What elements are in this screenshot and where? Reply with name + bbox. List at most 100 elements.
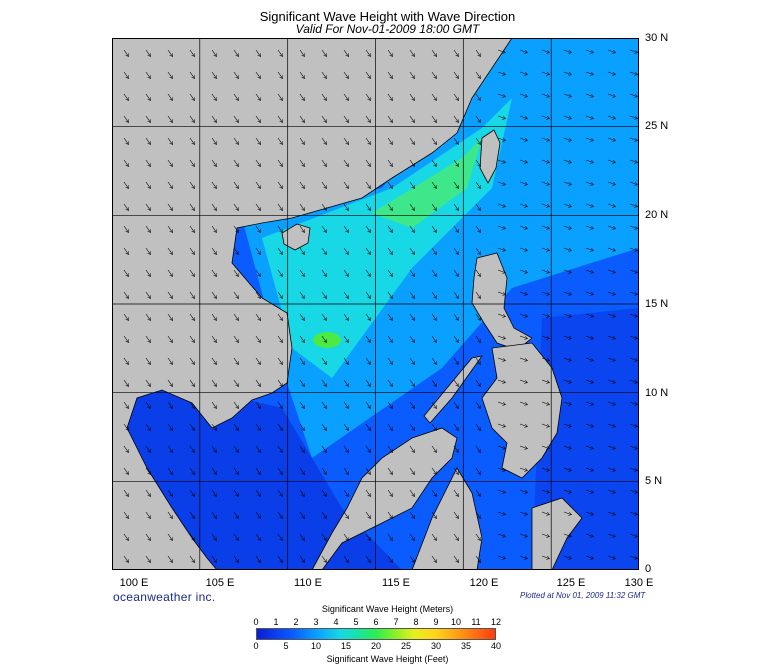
wave-arrow bbox=[123, 423, 129, 431]
wave-arrow bbox=[189, 467, 195, 475]
wave-arrow bbox=[629, 467, 638, 471]
wave-arrow bbox=[123, 225, 129, 233]
wave-arrow bbox=[563, 181, 572, 185]
wave-arrow bbox=[189, 445, 195, 453]
wave-arrow bbox=[519, 357, 528, 361]
wave-arrow bbox=[365, 313, 371, 321]
wave-arrow bbox=[475, 313, 481, 321]
wave-arrow bbox=[475, 379, 481, 387]
wave-arrow bbox=[299, 489, 305, 497]
wave-arrow bbox=[365, 379, 371, 387]
feet-tick: 40 bbox=[490, 641, 502, 651]
wave-arrow bbox=[145, 335, 151, 343]
wave-arrow bbox=[585, 357, 594, 361]
wave-arrow bbox=[343, 291, 349, 299]
wave-arrow bbox=[343, 137, 349, 145]
wave-arrow bbox=[387, 467, 393, 475]
wave-arrow bbox=[211, 269, 217, 277]
wave-arrow bbox=[409, 379, 415, 387]
feet-tick: 5 bbox=[283, 641, 289, 651]
wave-arrow bbox=[475, 555, 481, 563]
wave-arrow bbox=[541, 225, 550, 229]
plotted-timestamp: Plotted at Nov 01, 2009 11:32 GMT bbox=[520, 591, 646, 600]
wave-arrow bbox=[255, 379, 261, 387]
wave-arrow bbox=[629, 203, 638, 207]
wave-arrow bbox=[145, 401, 151, 409]
wave-arrow bbox=[167, 247, 173, 255]
wave-arrow bbox=[343, 247, 349, 255]
wave-arrow bbox=[233, 225, 239, 233]
wave-arrow bbox=[563, 115, 572, 119]
wave-arrow bbox=[629, 379, 638, 383]
wave-arrow bbox=[563, 225, 572, 229]
wave-arrow bbox=[387, 379, 393, 387]
meters-tick: 8 bbox=[413, 617, 419, 627]
wave-arrow bbox=[299, 313, 305, 321]
wave-arrow bbox=[387, 335, 393, 343]
band-green-north bbox=[372, 138, 482, 228]
wave-arrow bbox=[541, 115, 550, 119]
wave-arrow bbox=[167, 489, 173, 497]
wave-arrow bbox=[365, 555, 371, 563]
wave-arrow bbox=[607, 181, 616, 185]
wave-arrow bbox=[519, 49, 528, 53]
wave-arrow bbox=[167, 533, 173, 541]
wave-arrow bbox=[519, 203, 528, 207]
wave-arrow bbox=[277, 401, 283, 409]
wave-arrow bbox=[145, 49, 151, 57]
wave-arrow bbox=[541, 159, 550, 163]
lat-lon-grid bbox=[112, 38, 639, 570]
wave-arrow bbox=[211, 511, 217, 519]
wave-arrow bbox=[563, 379, 572, 383]
wave-arrow bbox=[211, 181, 217, 189]
wave-arrow bbox=[387, 555, 393, 563]
wave-arrow bbox=[453, 181, 459, 189]
wave-arrow bbox=[387, 313, 393, 321]
wave-arrow bbox=[233, 159, 239, 167]
wave-arrow bbox=[607, 555, 616, 559]
wave-arrow bbox=[321, 401, 327, 409]
wave-arrow bbox=[563, 467, 572, 471]
wave-arrow bbox=[233, 357, 239, 365]
wave-arrow bbox=[409, 357, 415, 365]
wave-arrow bbox=[343, 159, 349, 167]
wave-arrow bbox=[189, 423, 195, 431]
meters-tick: 4 bbox=[333, 617, 339, 627]
wave-arrow bbox=[365, 445, 371, 453]
wave-arrow bbox=[431, 93, 437, 101]
wave-arrow bbox=[321, 555, 327, 563]
wave-map bbox=[112, 38, 639, 570]
band-green-core bbox=[313, 332, 341, 348]
wave-arrow bbox=[387, 247, 393, 255]
wave-arrow bbox=[299, 49, 305, 57]
wave-arrow bbox=[453, 489, 459, 497]
lat-label-0: 0 bbox=[645, 563, 652, 575]
feet-tick: 25 bbox=[400, 641, 412, 651]
wave-arrow bbox=[365, 225, 371, 233]
wave-arrow bbox=[497, 291, 506, 295]
wave-arrow bbox=[299, 181, 305, 189]
wave-arrow bbox=[277, 225, 283, 233]
wave-arrow bbox=[277, 423, 283, 431]
wave-arrow bbox=[607, 137, 616, 141]
wave-arrow bbox=[321, 137, 327, 145]
wave-arrow bbox=[563, 533, 572, 537]
wave-arrow bbox=[475, 225, 481, 233]
wave-arrow bbox=[431, 467, 437, 475]
wave-arrow bbox=[145, 181, 151, 189]
wave-arrow bbox=[387, 291, 393, 299]
wave-arrow bbox=[519, 115, 528, 119]
wave-arrow bbox=[563, 93, 572, 97]
wave-arrow bbox=[145, 467, 151, 475]
wave-arrow bbox=[123, 115, 129, 123]
wave-arrow bbox=[409, 533, 415, 541]
wave-arrow bbox=[475, 247, 481, 255]
wave-arrow bbox=[233, 313, 239, 321]
wave-arrow bbox=[255, 49, 261, 57]
wave-arrow bbox=[409, 423, 415, 431]
wave-arrow bbox=[607, 445, 616, 449]
wave-arrow bbox=[145, 533, 151, 541]
wave-arrow bbox=[387, 71, 393, 79]
wave-arrow bbox=[299, 401, 305, 409]
wave-arrow bbox=[453, 313, 459, 321]
